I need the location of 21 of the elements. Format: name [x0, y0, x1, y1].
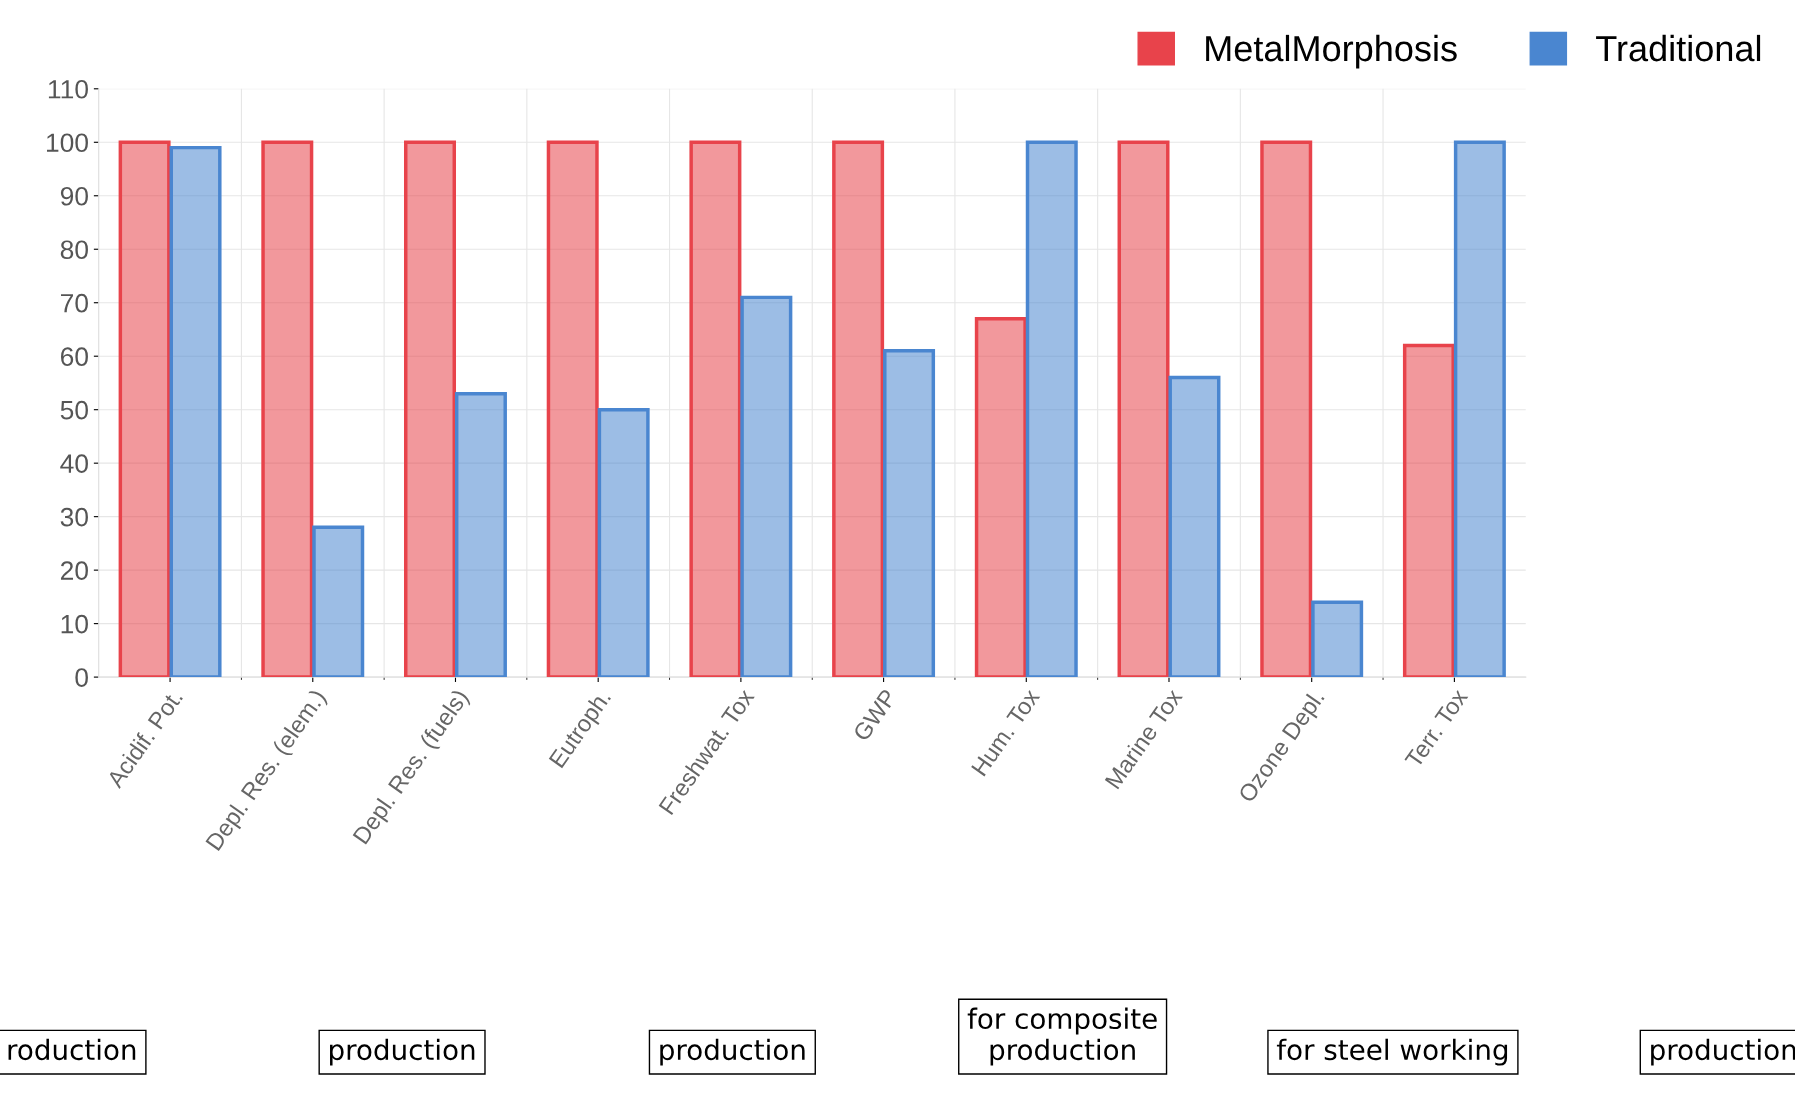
y-tick-label: 60	[60, 347, 88, 367]
legend-label: Traditional	[1596, 34, 1761, 62]
y-tick-label: 70	[61, 293, 88, 313]
y-tick-label: 110	[48, 79, 88, 99]
text: for steel working	[1276, 1038, 1508, 1066]
text: roduction	[8, 1038, 136, 1061]
y-tick-label: 30	[60, 507, 88, 527]
y-tick-label: 90	[60, 186, 88, 206]
x-tick-label: Terr. Tox	[1404, 687, 1469, 770]
text: production	[1651, 1038, 1795, 1066]
text: for composite production	[967, 1007, 1157, 1066]
text: production	[330, 1038, 475, 1066]
y-tick-label: 40	[60, 454, 88, 473]
y-tick-label: 20	[60, 561, 88, 580]
y-tick-label: 100	[46, 133, 88, 153]
y-tick-label: 80	[60, 240, 88, 260]
y-tick-label: 0	[75, 668, 88, 687]
text: production	[660, 1038, 805, 1066]
y-tick-label: 10	[61, 614, 88, 634]
y-tick-label: 50	[60, 400, 88, 420]
legend-label: MetalMorphosis	[1206, 34, 1457, 69]
